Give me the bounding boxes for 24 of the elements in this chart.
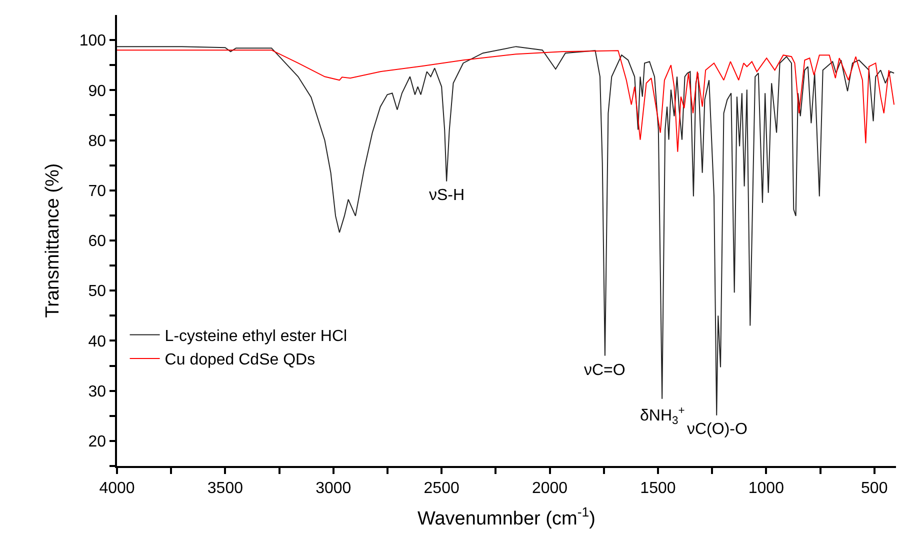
x-tick-label: 2000 [532, 480, 568, 497]
annotation: νS-H [429, 187, 465, 204]
x-tick-label: 2500 [424, 480, 460, 497]
line-series [117, 50, 895, 152]
y-tick-label: 80 [88, 132, 106, 150]
y-tick-label: 100 [79, 32, 106, 50]
y-tick-label: 50 [88, 283, 106, 300]
x-tick-label: 4000 [99, 480, 135, 497]
x-tick-label: 3000 [316, 480, 352, 497]
x-tick-label: 1500 [640, 480, 676, 497]
annotation: νC=O [584, 362, 626, 379]
x-tick-label: 500 [861, 480, 888, 497]
y-tick-label: 40 [88, 333, 106, 350]
x-tick-label: 3500 [207, 480, 244, 497]
y-tick-label: 20 [88, 434, 106, 451]
annotation: νC(O)-O [687, 421, 748, 438]
legend-label: L-cysteine ethyl ester HCl [164, 328, 348, 345]
y-tick-label: 60 [88, 233, 106, 250]
y-tick-label: 70 [88, 182, 106, 200]
x-tick-label: 1000 [748, 480, 784, 497]
x-axis-title: Wavenumnber (cm$^{-1}$) [418, 504, 596, 530]
y-tick-label: 30 [88, 383, 106, 400]
y-tick-label: 90 [88, 82, 106, 100]
y-axis-title: Transmittance (%) [42, 163, 64, 318]
